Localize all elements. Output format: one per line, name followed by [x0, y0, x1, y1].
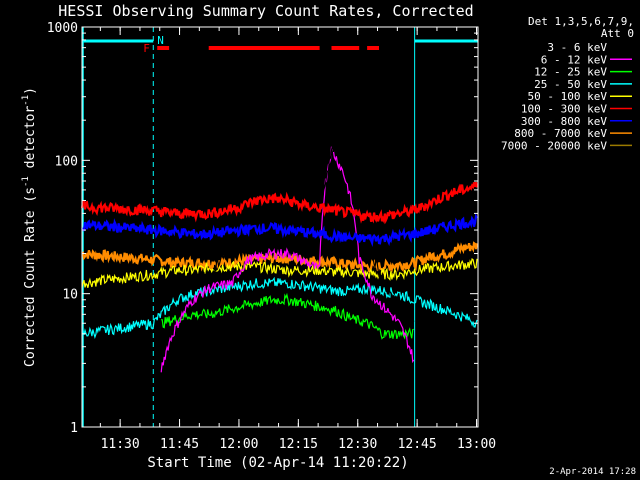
legend-label: 6 - 12 keV [541, 53, 608, 66]
x-tick-label: 11:30 [101, 437, 140, 452]
flag-bars: NF [82, 34, 478, 55]
series-line-3 [81, 276, 478, 339]
legend-label: 25 - 50 keV [534, 78, 607, 91]
night-flag-label: N [157, 34, 164, 47]
saa-flag-label: F [143, 42, 150, 55]
x-tick-label: 11:45 [160, 437, 199, 452]
series-line-5 [80, 181, 479, 225]
x-tick-label: 12:00 [219, 437, 258, 452]
legend-label: 12 - 25 keV [534, 66, 607, 79]
y-axis-label-exp2: -1 [21, 95, 31, 106]
legend-label: 3 - 6 keV [547, 41, 607, 54]
y-axis-label-mid: detector [23, 106, 38, 177]
series-line-4 [81, 257, 478, 288]
y-axis-label-exp1: -1 [21, 176, 31, 187]
plot-frame [81, 26, 479, 428]
y-axis-label-end: ) [23, 87, 38, 95]
series-line-0 [160, 136, 415, 324]
x-axis-label: Start Time (02-Apr-14 11:20:22) [147, 455, 408, 471]
date-stamp: 2-Apr-2014 17:28 [549, 467, 636, 477]
legend-label: 300 - 800 keV [521, 115, 607, 128]
y-tick-label: 1000 [47, 21, 78, 36]
series-line-1 [160, 146, 415, 373]
y-tick-label: 100 [55, 154, 78, 169]
x-tick-label: 12:15 [279, 437, 318, 452]
legend-label: 50 - 100 keV [528, 90, 608, 103]
x-tick-label: 12:45 [398, 437, 437, 452]
y-axis-label: Corrected Count Rate (s-1 detector-1) [21, 87, 38, 367]
legend-header-line-2: Att 0 [601, 27, 634, 40]
y-tick-label: 1 [70, 421, 78, 436]
series-line-6 [81, 212, 478, 247]
y-axis-label-main: Corrected Count Rate (s [23, 187, 38, 367]
x-axis-ticks: 11:30 11:45 12:00 12:15 12:30 12:45 13:00 [99, 27, 496, 452]
x-tick-label: 12:30 [338, 437, 377, 452]
series-line-7 [81, 241, 479, 275]
x-tick-label: 13:00 [457, 437, 496, 452]
legend-label: 800 - 7000 keV [514, 127, 607, 140]
y-tick-label: 10 [62, 288, 78, 303]
legend-label: 100 - 300 keV [521, 103, 607, 116]
chart-title: HESSI Observing Summary Count Rates, Cor… [58, 2, 473, 20]
legend-header-line-1: Det 1,3,5,6,7,9, [528, 15, 634, 28]
series-lines [80, 136, 479, 373]
series-line-2 [161, 292, 414, 340]
y-axis-ticks: 1 10 100 1000 [47, 21, 478, 436]
legend-label: 7000 - 20000 keV [501, 139, 607, 152]
